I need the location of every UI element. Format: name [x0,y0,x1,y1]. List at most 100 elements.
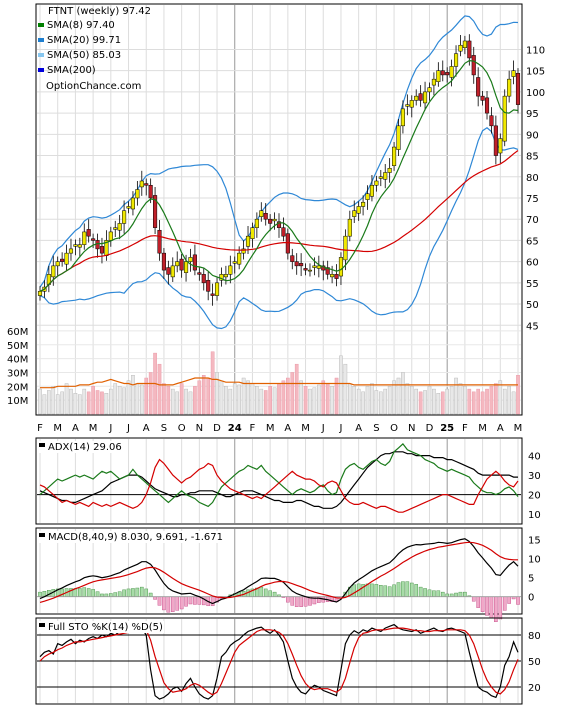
volume-bar [272,387,277,415]
volume-tick-label: 20M [7,382,28,393]
volume-bar [392,380,396,415]
volume-bar [436,393,441,415]
volume-bar [210,351,215,415]
macd-histogram-bar [153,596,157,600]
macd-histogram-bar [95,591,100,597]
lower-band [39,127,519,330]
candle-body [462,40,467,49]
volume-bar [139,384,144,415]
macd-histogram-bar [122,589,126,597]
volume-bar [401,372,405,415]
candle-body [223,274,228,278]
volume-bar [64,383,69,415]
month-label: M [89,423,98,434]
volume-bar [215,372,219,415]
month-label: A [497,423,504,434]
candle-body [294,261,299,267]
volume-bar [237,384,241,415]
price-grid [37,5,521,414]
volume-bar [502,388,507,415]
legend-label: SMA(50) 85.03 [47,50,121,61]
volume-bar [463,386,467,415]
candle-body [515,72,521,105]
month-label: J [338,423,342,434]
macd-histogram-bar [104,593,109,597]
candle-body [51,265,56,278]
month-label: M [514,423,523,434]
macd-histogram-bar [86,588,91,597]
volume-bar [507,386,511,415]
candle-body [290,255,295,262]
volume-bar [47,390,51,415]
volume-bar [423,390,427,415]
candle-body [175,261,180,267]
candle-body [281,227,286,237]
candle-body [153,195,158,228]
sto-legend-swatch [39,623,45,627]
volume-bar [95,390,100,415]
candle-body [476,77,481,97]
legend-label: SMA(8) 97.40 [47,20,115,31]
volume-bar [60,391,64,415]
macd-histogram-bar [113,592,118,597]
year-label: 24 [228,423,242,434]
volume-bar [471,391,476,415]
adx-grid [37,439,521,523]
macd-histogram-bar [272,591,277,597]
volume-bar [317,384,321,415]
price-tick-label: 55 [526,279,539,290]
candle-body [179,258,184,271]
macd-histogram-bar [383,585,388,597]
candle-body [334,274,339,279]
candle-body [122,210,127,224]
macd-axis-ticks: 0 5 10 15 [528,536,541,604]
volume-bar [409,386,414,415]
volume-sma-line [40,377,518,389]
candle-body [130,197,135,210]
macd-histogram-bar [396,582,401,597]
volume-bar [294,363,299,415]
volume-bar [135,383,140,415]
price-tick-label: 80 [526,173,539,184]
macd-histogram-bar [299,596,303,607]
volume-bar [100,391,104,415]
volume-bar [144,377,149,415]
volume-bar [440,391,445,415]
macd-histogram-bar [148,592,153,597]
candle-body [507,78,512,97]
volume-bar [175,391,180,415]
candle-body [86,229,91,237]
candle-body [387,168,392,173]
macd-histogram-bar [489,596,494,619]
macd-histogram-bar [91,589,95,597]
volume-tick-label: 30M [7,368,28,379]
legend-label: SMA(20) 99.71 [47,35,121,46]
volume-tick-label: 10M [7,396,28,407]
volume-bar [250,383,255,415]
candle-body [361,201,366,207]
month-label: M [478,423,487,434]
candle-body [484,97,490,114]
macd-histogram-bar [463,591,467,597]
candle-body [325,267,330,275]
candle-body [414,95,419,101]
candle-body [166,267,171,275]
axis-tick-label: 5 [528,574,534,585]
volume-bar [259,388,264,415]
candle-body [197,272,202,275]
volume-bar [82,388,87,415]
price-tick-label: 95 [526,109,539,120]
volume-bar [246,380,250,415]
volume-bar [255,386,259,415]
volume-bar [78,394,82,415]
volume-tick-label: 50M [7,341,28,352]
volume-bar [91,386,95,415]
candle-body [201,274,206,284]
candle-body [453,53,459,67]
candle-body [316,265,321,269]
adx-title: ADX(14) 29.06 [48,442,122,453]
month-label: A [72,423,79,434]
macd-histogram-bar [259,586,264,597]
macd-histogram-bar [139,586,144,597]
chart-title: FTNT (weekly) 97.42 [48,6,151,17]
